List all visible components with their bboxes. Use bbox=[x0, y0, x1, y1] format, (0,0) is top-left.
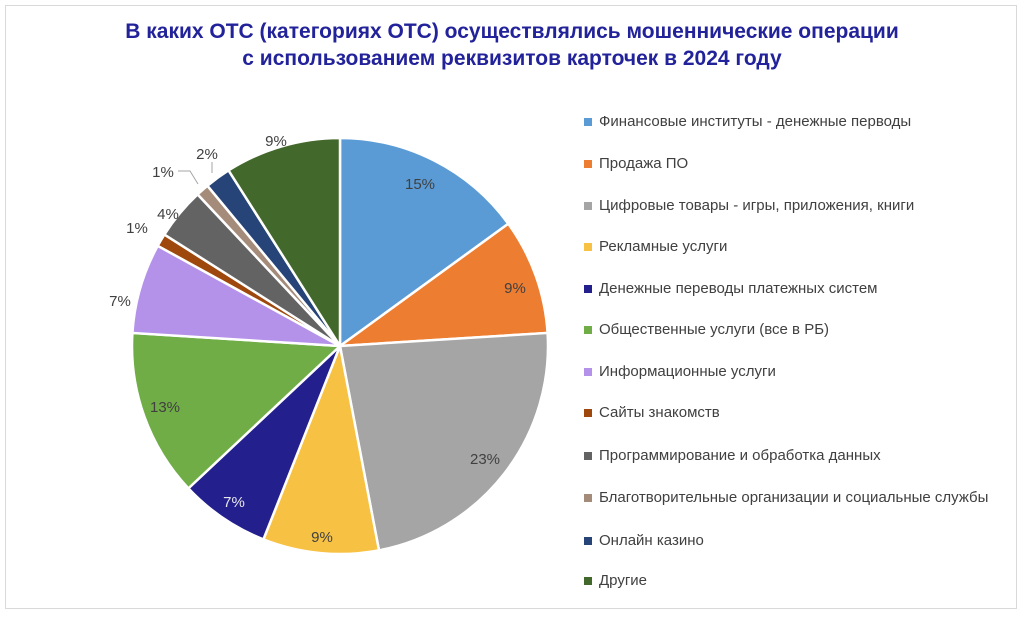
legend-swatch bbox=[584, 409, 592, 417]
chart-title: В каких ОТС (категориях ОТС) осуществлял… bbox=[0, 18, 1024, 72]
legend-swatch bbox=[584, 118, 592, 126]
legend-swatch bbox=[584, 577, 592, 585]
data-label: 23% bbox=[470, 451, 500, 468]
legend-swatch bbox=[584, 368, 592, 376]
data-label: 4% bbox=[157, 206, 179, 223]
data-label: 2% bbox=[196, 146, 218, 163]
legend-item: Продажа ПО bbox=[584, 155, 989, 173]
data-label: 7% bbox=[109, 293, 131, 310]
pie-slice bbox=[338, 136, 511, 349]
legend-label: Цифровые товары - игры, приложения, книг… bbox=[599, 197, 915, 214]
legend-label: Программирование и обработка данных bbox=[599, 447, 881, 464]
pie-slice bbox=[226, 136, 342, 351]
pie-slice bbox=[335, 221, 549, 348]
legend-item: Финансовые институты - денежные перводы bbox=[584, 113, 989, 131]
data-label: 13% bbox=[150, 399, 180, 416]
legend-label: Денежные переводы платежных систем bbox=[599, 280, 878, 297]
legend-item: Другие bbox=[584, 572, 989, 590]
legend-item: Рекламные услуги bbox=[584, 238, 989, 256]
legend-label: Продажа ПО bbox=[599, 155, 689, 172]
legend-swatch bbox=[584, 537, 592, 545]
legend-swatch bbox=[584, 243, 592, 251]
legend-label: Финансовые институты - денежные перводы bbox=[599, 113, 912, 130]
pie-slice bbox=[130, 331, 343, 491]
legend-swatch bbox=[584, 202, 592, 210]
legend-label: Информационные услуги bbox=[599, 363, 776, 380]
legend-label: Сайты знакомств bbox=[599, 404, 720, 421]
legend-label: Общественные услуги (все в РБ) bbox=[599, 321, 830, 338]
legend-swatch bbox=[584, 326, 592, 334]
data-label: 1% bbox=[126, 220, 148, 237]
legend-swatch bbox=[584, 452, 592, 460]
legend-label: Другие bbox=[599, 572, 648, 589]
legend-swatch bbox=[584, 285, 592, 293]
leader-line bbox=[178, 170, 199, 185]
legend-item: Благотворительные организации и социальн… bbox=[584, 489, 989, 507]
chart-title-line2: с использованием реквизитов карточек в 2… bbox=[242, 47, 782, 70]
legend-item: Программирование и обработка данных bbox=[584, 447, 989, 465]
legend-item: Денежные переводы платежных систем bbox=[584, 280, 989, 298]
data-label: 7% bbox=[223, 494, 245, 511]
legend-label: Рекламные услуги bbox=[599, 238, 728, 255]
data-label: 15% bbox=[405, 176, 435, 193]
data-label: 9% bbox=[265, 133, 287, 150]
data-label: 1% bbox=[152, 164, 174, 181]
legend-swatch bbox=[584, 494, 592, 502]
pie-slice bbox=[338, 331, 550, 552]
legend-item: Цифровые товары - игры, приложения, книг… bbox=[584, 197, 989, 215]
chart-frame bbox=[5, 5, 1017, 609]
chart-title-line1: В каких ОТС (категориях ОТС) осуществлял… bbox=[125, 20, 899, 43]
legend-swatch bbox=[584, 160, 592, 168]
legend-item: Информационные услуги bbox=[584, 363, 989, 381]
pie-slice bbox=[261, 341, 381, 556]
legend-label: Онлайн казино bbox=[599, 532, 704, 549]
legend-item: Онлайн казино bbox=[584, 532, 989, 550]
legend-item: Общественные услуги (все в РБ) bbox=[584, 321, 989, 339]
legend-item: Сайты знакомств bbox=[584, 404, 989, 422]
legend-label: Благотворительные организации и социальн… bbox=[599, 489, 989, 506]
data-label: 9% bbox=[311, 529, 333, 546]
data-label: 9% bbox=[504, 280, 526, 297]
